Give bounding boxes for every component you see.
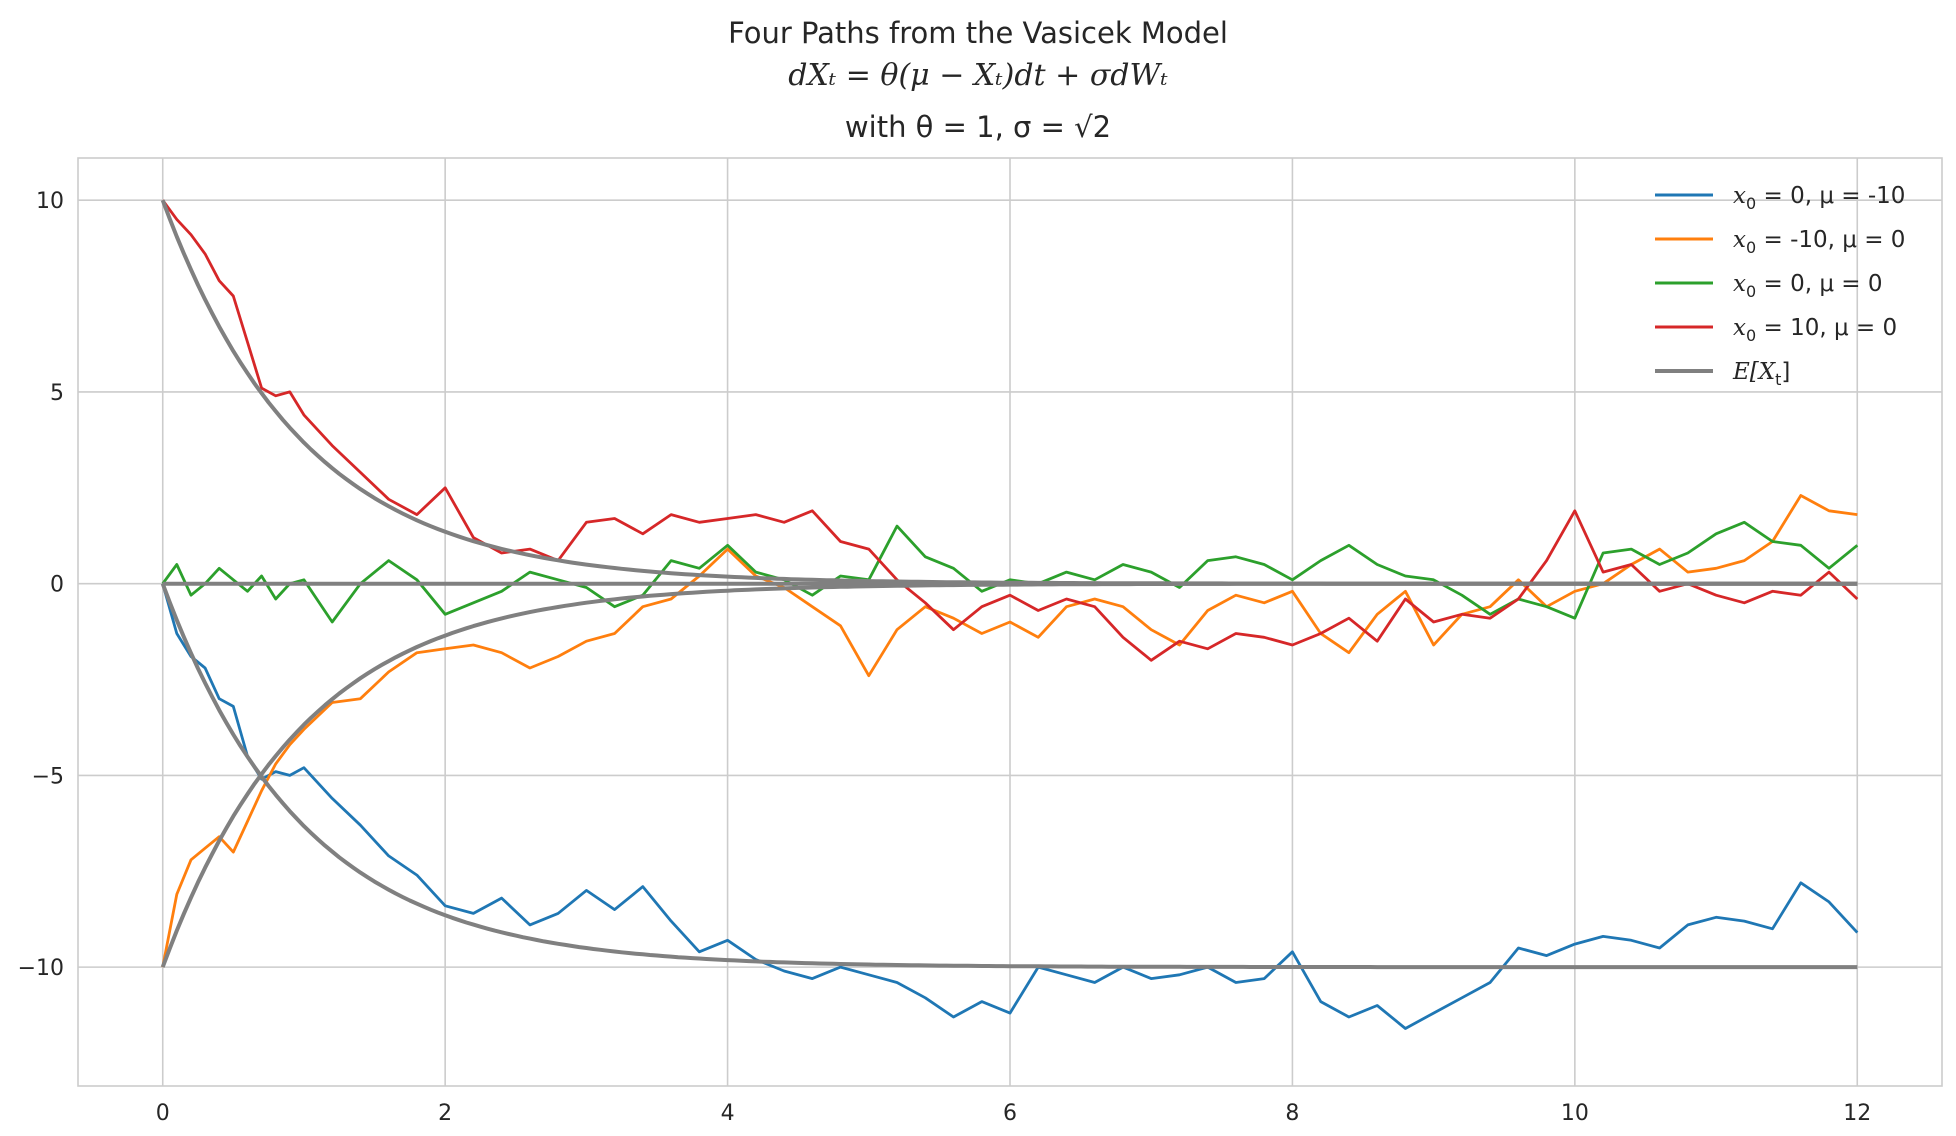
legend-item-1: x0 = 0, μ = -10 xyxy=(1655,183,1905,213)
x-tick-label: 6 xyxy=(1003,1101,1017,1126)
legend-item-3: x0 = 0, μ = 0 xyxy=(1655,271,1882,301)
legend-label: E[Xt] xyxy=(1732,359,1790,389)
y-tick-label: −5 xyxy=(32,764,64,789)
legend-label: x0 = 0, μ = -10 xyxy=(1733,183,1905,213)
x-tick-label: 8 xyxy=(1285,1101,1299,1126)
series-lines xyxy=(160,199,1859,1030)
y-tick-label: 10 xyxy=(36,189,64,214)
legend-item-5: E[Xt] xyxy=(1655,359,1790,389)
series-line-1 xyxy=(161,583,1859,1030)
expected-value-line xyxy=(160,582,1858,970)
x-tick-label: 12 xyxy=(1843,1101,1871,1126)
legend-item-4: x0 = 10, μ = 0 xyxy=(1655,315,1897,345)
series-line-3 xyxy=(161,520,1859,624)
legend-label: x0 = -10, μ = 0 xyxy=(1733,227,1905,257)
legend-label: x0 = 0, μ = 0 xyxy=(1733,271,1882,301)
plot-frame xyxy=(77,157,1943,1087)
series-line-4 xyxy=(161,199,1859,662)
y-tick-label: −10 xyxy=(18,956,64,981)
series-line-2 xyxy=(161,494,1858,968)
x-tick-label: 0 xyxy=(156,1101,170,1126)
legend-label: x0 = 10, μ = 0 xyxy=(1733,315,1897,345)
y-tick-label: 5 xyxy=(50,381,64,406)
chart-equation: dXₜ = θ(μ − Xₜ)dt + σdWₜ xyxy=(788,58,1168,93)
legend-item-2: x0 = -10, μ = 0 xyxy=(1655,227,1905,257)
chart-subtitle: with θ = 1, σ = √2 xyxy=(845,110,1111,144)
y-tick-label: 0 xyxy=(50,573,64,598)
y-tick-labels: 10 5 0 −5 −10 xyxy=(18,189,64,981)
x-tick-label: 4 xyxy=(721,1101,735,1126)
legend: x0 = 0, μ = -10 x0 = -10, μ = 0 x0 = 0, μ … xyxy=(1655,183,1905,389)
expected-value-line xyxy=(160,199,1858,586)
x-tick-labels: 0 2 4 6 8 10 12 xyxy=(156,1101,1872,1126)
x-tick-label: 10 xyxy=(1561,1101,1589,1126)
x-tick-label: 2 xyxy=(438,1101,452,1126)
chart-title: Four Paths from the Vasicek Model xyxy=(728,16,1228,50)
